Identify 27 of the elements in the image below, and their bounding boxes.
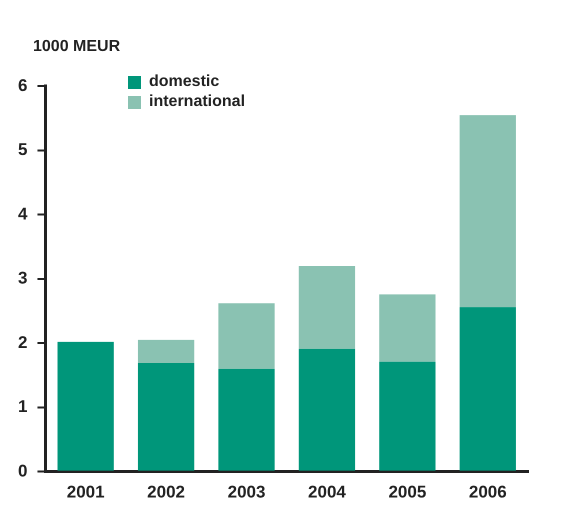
y-axis-title: 1000 MEUR (33, 38, 120, 56)
bar (379, 362, 436, 471)
y-tick-label: 5 (18, 140, 28, 160)
legend-label: domestic (149, 72, 220, 92)
x-tick-label: 2003 (228, 482, 266, 502)
bar (138, 363, 194, 471)
bar (460, 115, 516, 308)
x-tick-label: 2004 (308, 482, 346, 502)
bar (298, 348, 356, 471)
y-tick-label: 1 (18, 397, 28, 416)
y-tick-label: 4 (18, 204, 28, 224)
bar (460, 307, 516, 471)
bar (58, 342, 114, 471)
legend-label: international (149, 92, 246, 112)
x-tick-label: 2005 (388, 482, 426, 502)
y-tick-label: 0 (18, 461, 28, 480)
y-tick-label: 3 (18, 268, 28, 288)
bar (138, 340, 194, 364)
x-tick-label: 2006 (468, 482, 507, 502)
bar (298, 266, 356, 349)
bar (379, 294, 436, 362)
bar (218, 368, 275, 471)
y-tick-label: 2 (18, 332, 28, 352)
x-tick-label: 2001 (66, 482, 105, 502)
bar (218, 303, 275, 369)
y-tick-label: 6 (18, 76, 28, 95)
x-tick-label: 2002 (147, 482, 186, 502)
